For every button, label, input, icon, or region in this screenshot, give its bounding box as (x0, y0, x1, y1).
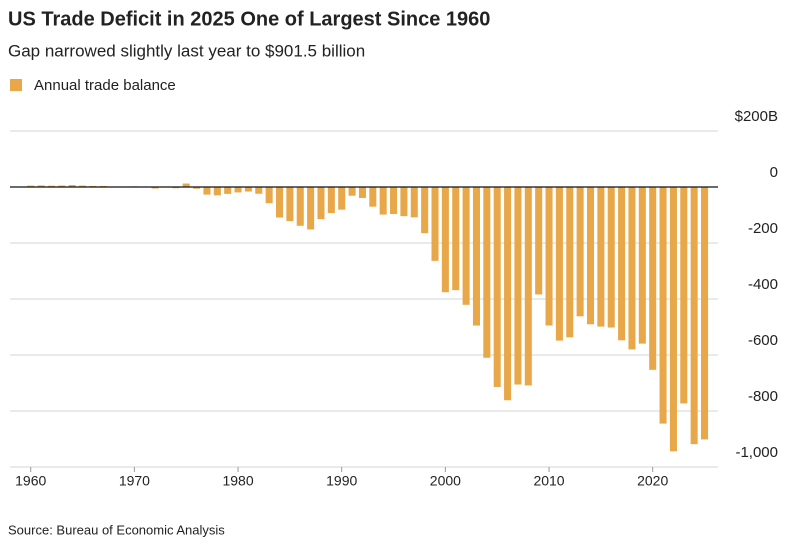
bar (317, 187, 324, 219)
bar (328, 187, 335, 213)
bar (431, 187, 438, 261)
bar (245, 187, 252, 192)
source-note: Source: Bureau of Economic Analysis (8, 522, 225, 537)
bar (369, 187, 376, 207)
bar (286, 187, 293, 221)
bar (546, 187, 553, 326)
chart-subtitle: Gap narrowed slightly last year to $901.… (8, 41, 365, 60)
bar (255, 187, 262, 194)
bar (224, 187, 231, 194)
bar (452, 187, 459, 290)
bar (442, 187, 449, 292)
y-tick-label: -800 (748, 388, 778, 405)
bar (483, 187, 490, 358)
bar (628, 187, 635, 349)
bar (701, 187, 708, 439)
bar (494, 187, 501, 387)
bar (400, 187, 407, 216)
bar (390, 187, 397, 214)
bar (349, 187, 356, 196)
bar (514, 187, 521, 385)
bar (276, 187, 283, 218)
y-tick-label: 0 (770, 164, 778, 181)
x-tick-label: 1960 (15, 473, 46, 489)
bar (639, 187, 646, 344)
bar (421, 187, 428, 233)
bar (680, 187, 687, 403)
bar (566, 187, 573, 337)
x-tick-label: 1980 (222, 473, 253, 489)
bar (670, 187, 677, 451)
chart-title: US Trade Deficit in 2025 One of Largest … (8, 8, 490, 30)
x-tick-label: 1990 (326, 473, 357, 489)
bar (649, 187, 656, 370)
bar (618, 187, 625, 340)
y-tick-label: -1,000 (735, 444, 778, 461)
bar (473, 187, 480, 326)
x-tick-label: 2020 (637, 473, 668, 489)
bar (660, 187, 667, 424)
bar (556, 187, 563, 341)
bar (597, 187, 604, 327)
bar (535, 187, 542, 294)
bar (214, 187, 221, 195)
bar (359, 187, 366, 198)
bar (577, 187, 584, 316)
bar (411, 187, 418, 217)
bar (297, 187, 304, 226)
y-tick-label: -200 (748, 220, 778, 237)
y-tick-label: $200B (735, 108, 778, 125)
legend-label: Annual trade balance (34, 77, 176, 94)
bar (608, 187, 615, 328)
bar (463, 187, 470, 305)
bar (380, 187, 387, 215)
legend-swatch (10, 79, 22, 91)
bar (338, 187, 345, 210)
y-tick-label: -600 (748, 332, 778, 349)
y-tick-label: -400 (748, 276, 778, 293)
bar (266, 187, 273, 203)
bar (504, 187, 511, 400)
x-tick-label: 1970 (119, 473, 150, 489)
bar (203, 187, 210, 195)
bar (307, 187, 314, 229)
bar (691, 187, 698, 444)
bar (587, 187, 594, 324)
bar (525, 187, 532, 385)
x-tick-label: 2000 (430, 473, 461, 489)
x-tick-label: 2010 (533, 473, 564, 489)
bar (235, 187, 242, 192)
